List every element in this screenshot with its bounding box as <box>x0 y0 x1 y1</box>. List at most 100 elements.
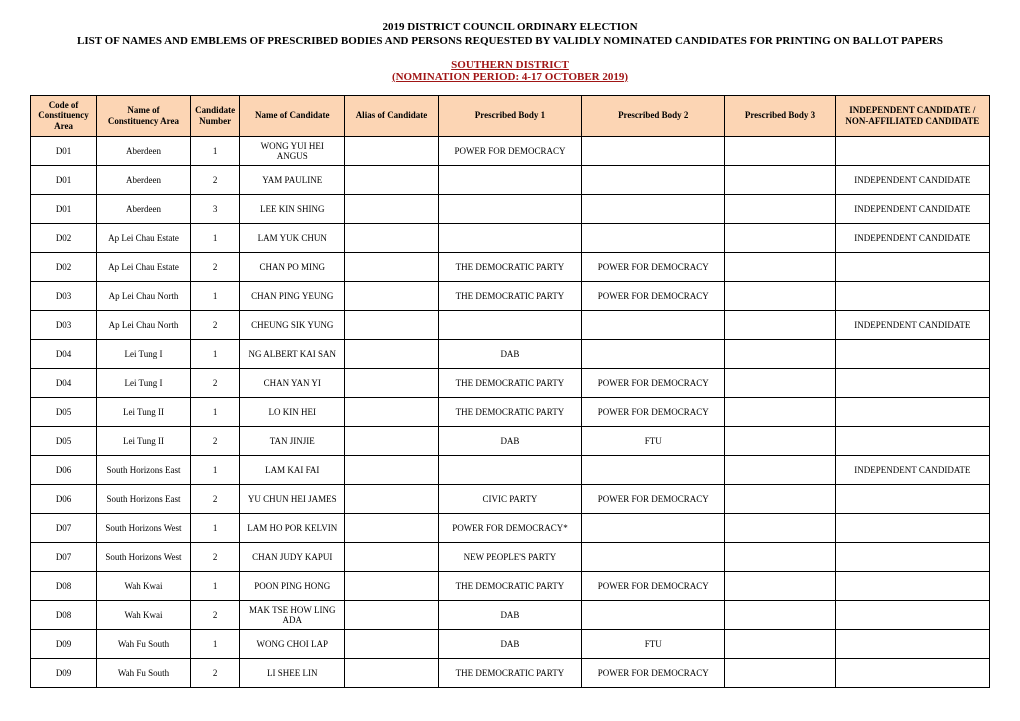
col-header-body3: Prescribed Body 3 <box>725 95 835 136</box>
col-header-alias: Alias of Candidate <box>345 95 439 136</box>
cell-number: 2 <box>190 600 240 629</box>
col-header-number: Candidate Number <box>190 95 240 136</box>
cell-independent <box>835 629 989 658</box>
cell-name: CHAN YAN YI <box>240 368 345 397</box>
cell-number: 2 <box>190 484 240 513</box>
cell-body3 <box>725 484 835 513</box>
cell-code: D03 <box>31 310 97 339</box>
cell-independent <box>835 281 989 310</box>
cell-constituency: Lei Tung II <box>97 397 191 426</box>
cell-independent <box>835 484 989 513</box>
cell-name: LAM HO POR KELVIN <box>240 513 345 542</box>
cell-alias <box>345 513 439 542</box>
cell-independent <box>835 600 989 629</box>
table-row: D01Aberdeen2YAM PAULINEINDEPENDENT CANDI… <box>31 165 990 194</box>
cell-code: D02 <box>31 252 97 281</box>
cell-name: WONG YUI HEI ANGUS <box>240 136 345 165</box>
cell-code: D09 <box>31 658 97 687</box>
cell-body3 <box>725 600 835 629</box>
cell-body2: POWER FOR DEMOCRACY <box>582 571 725 600</box>
cell-independent <box>835 513 989 542</box>
table-row: D08Wah Kwai1POON PING HONGTHE DEMOCRATIC… <box>31 571 990 600</box>
cell-number: 2 <box>190 658 240 687</box>
cell-body3 <box>725 658 835 687</box>
cell-alias <box>345 629 439 658</box>
cell-body2: FTU <box>582 426 725 455</box>
cell-constituency: Lei Tung I <box>97 339 191 368</box>
cell-alias <box>345 397 439 426</box>
cell-name: CHEUNG SIK YUNG <box>240 310 345 339</box>
cell-constituency: Ap Lei Chau Estate <box>97 252 191 281</box>
cell-constituency: South Horizons East <box>97 455 191 484</box>
cell-alias <box>345 281 439 310</box>
table-row: D03Ap Lei Chau North1CHAN PING YEUNGTHE … <box>31 281 990 310</box>
cell-body1: THE DEMOCRATIC PARTY <box>438 397 581 426</box>
cell-independent <box>835 571 989 600</box>
cell-body2: POWER FOR DEMOCRACY <box>582 368 725 397</box>
cell-body1: POWER FOR DEMOCRACY* <box>438 513 581 542</box>
cell-independent: INDEPENDENT CANDIDATE <box>835 223 989 252</box>
cell-number: 2 <box>190 368 240 397</box>
cell-alias <box>345 165 439 194</box>
cell-body1 <box>438 455 581 484</box>
cell-constituency: Ap Lei Chau North <box>97 310 191 339</box>
table-body: D01Aberdeen1WONG YUI HEI ANGUSPOWER FOR … <box>31 136 990 687</box>
cell-body1: THE DEMOCRATIC PARTY <box>438 252 581 281</box>
cell-alias <box>345 542 439 571</box>
cell-body2: POWER FOR DEMOCRACY <box>582 397 725 426</box>
cell-constituency: South Horizons East <box>97 484 191 513</box>
table-row: D01Aberdeen3LEE KIN SHINGINDEPENDENT CAN… <box>31 194 990 223</box>
cell-body3 <box>725 252 835 281</box>
cell-alias <box>345 136 439 165</box>
cell-body1: POWER FOR DEMOCRACY <box>438 136 581 165</box>
cell-constituency: Ap Lei Chau North <box>97 281 191 310</box>
cell-alias <box>345 600 439 629</box>
cell-number: 2 <box>190 542 240 571</box>
cell-number: 2 <box>190 310 240 339</box>
cell-independent <box>835 426 989 455</box>
cell-body3 <box>725 542 835 571</box>
cell-number: 1 <box>190 397 240 426</box>
cell-alias <box>345 194 439 223</box>
cell-name: NG ALBERT KAI SAN <box>240 339 345 368</box>
cell-body3 <box>725 339 835 368</box>
cell-number: 1 <box>190 513 240 542</box>
table-row: D01Aberdeen1WONG YUI HEI ANGUSPOWER FOR … <box>31 136 990 165</box>
cell-code: D09 <box>31 629 97 658</box>
cell-number: 2 <box>190 252 240 281</box>
page-header: 2019 DISTRICT COUNCIL ORDINARY ELECTION … <box>30 20 990 49</box>
cell-alias <box>345 310 439 339</box>
cell-body2 <box>582 600 725 629</box>
cell-name: CHAN JUDY KAPUI <box>240 542 345 571</box>
cell-body2 <box>582 310 725 339</box>
cell-name: LAM YUK CHUN <box>240 223 345 252</box>
cell-code: D05 <box>31 397 97 426</box>
cell-alias <box>345 252 439 281</box>
candidates-table: Code of Constituency Area Name of Consti… <box>30 95 990 688</box>
cell-body2: FTU <box>582 629 725 658</box>
cell-body2 <box>582 542 725 571</box>
table-row: D09Wah Fu South1WONG CHOI LAPDABFTU <box>31 629 990 658</box>
cell-name: LAM KAI FAI <box>240 455 345 484</box>
cell-alias <box>345 426 439 455</box>
cell-body3 <box>725 194 835 223</box>
cell-independent <box>835 368 989 397</box>
cell-constituency: Lei Tung I <box>97 368 191 397</box>
cell-name: MAK TSE HOW LING ADA <box>240 600 345 629</box>
cell-number: 2 <box>190 165 240 194</box>
cell-constituency: Aberdeen <box>97 136 191 165</box>
table-row: D02Ap Lei Chau Estate1LAM YUK CHUNINDEPE… <box>31 223 990 252</box>
cell-body3 <box>725 397 835 426</box>
cell-body1: THE DEMOCRATIC PARTY <box>438 281 581 310</box>
cell-independent: INDEPENDENT CANDIDATE <box>835 194 989 223</box>
cell-body2 <box>582 194 725 223</box>
cell-body3 <box>725 426 835 455</box>
cell-code: D04 <box>31 368 97 397</box>
cell-body2 <box>582 136 725 165</box>
header-title-1: 2019 DISTRICT COUNCIL ORDINARY ELECTION <box>30 20 990 34</box>
cell-body3 <box>725 310 835 339</box>
cell-body2: POWER FOR DEMOCRACY <box>582 484 725 513</box>
cell-body2: POWER FOR DEMOCRACY <box>582 281 725 310</box>
table-header-row: Code of Constituency Area Name of Consti… <box>31 95 990 136</box>
cell-name: YAM PAULINE <box>240 165 345 194</box>
